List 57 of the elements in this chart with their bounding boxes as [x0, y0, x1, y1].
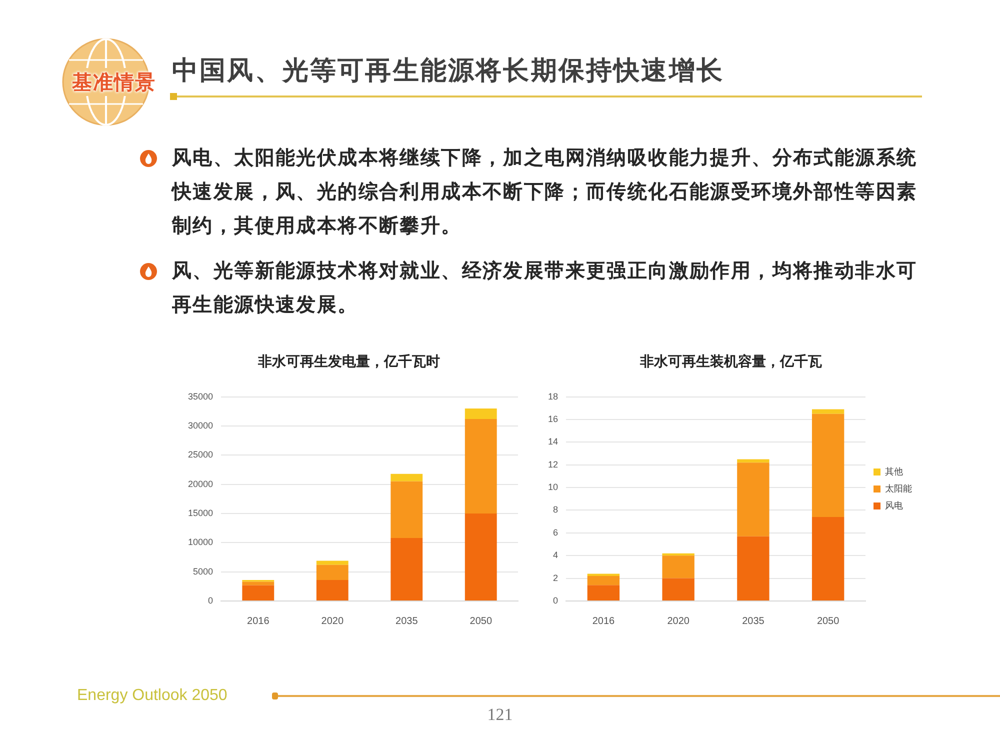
x-tick-label: 2050 [816, 616, 840, 627]
y-tick-label: 10000 [188, 537, 214, 548]
text: Energy Outlook 2050 [77, 686, 228, 706]
text: 121 [486, 704, 514, 726]
x-tick-label: 2035 [396, 616, 418, 627]
y-tick-label: 0 [208, 595, 214, 606]
text: 风电、太阳能光伏成本将继续下降，加之电网消纳吸收能力提升、分布式能源系统快速发展，风、光的综合利用成本不断下降；而传统化石能源受环境外部性等因素制约，其使用成本将不断攀升。 [172, 146, 918, 237]
bar [464, 418, 497, 514]
bar [812, 409, 844, 414]
text: 风、光等新能源技术将对就业、经济发展带来更强正向激励作用，均将推动非水可再生能源快速发展。 [172, 259, 918, 316]
y-tick-label: 10 [548, 482, 558, 492]
legend-label: 太阳能 [885, 483, 912, 494]
legend-label: 其他 [885, 466, 903, 478]
bar [390, 481, 423, 538]
bar [737, 459, 770, 463]
y-tick-label: 20000 [188, 478, 214, 489]
x-tick-label: 2050 [470, 616, 492, 627]
y-tick-label: 15000 [188, 508, 214, 518]
y-tick-label: 2 [552, 572, 558, 583]
bar [737, 536, 770, 600]
y-tick-label: 35000 [188, 391, 214, 402]
bar [812, 414, 844, 518]
bar [464, 513, 497, 600]
bar [242, 585, 274, 600]
y-tick-label: 25000 [188, 450, 214, 460]
y-tick-label: 6 [552, 527, 558, 538]
bar [587, 576, 620, 586]
x-tick-label: 2016 [592, 616, 616, 627]
bar [316, 580, 348, 600]
text: 中国风、光等可再生能源将长期保持快速增长 [172, 55, 724, 88]
x-tick-label: 2020 [321, 616, 344, 627]
bar [464, 408, 497, 419]
x-tick-label: 2016 [247, 616, 270, 627]
y-tick-label: 12 [548, 459, 558, 470]
bar [316, 564, 348, 580]
bar [242, 582, 274, 586]
x-tick-label: 2020 [667, 616, 690, 627]
y-tick-label: 16 [548, 414, 558, 424]
y-tick-label: 18 [548, 391, 558, 402]
x-tick-label: 2035 [742, 616, 765, 627]
y-tick-label: 14 [548, 436, 558, 447]
y-tick-label: 30000 [188, 420, 214, 430]
bar [812, 517, 844, 600]
bar [662, 556, 694, 578]
bar [390, 538, 423, 600]
bar [316, 560, 348, 565]
bar [737, 462, 770, 536]
chart-title: 非水可再生发电量，亿千瓦时 [257, 353, 440, 370]
y-tick-label: 8 [552, 504, 558, 515]
chart-title: 非水可再生装机容量，亿千瓦 [639, 353, 822, 370]
y-tick-label: 4 [552, 550, 558, 560]
y-tick-label: 5000 [192, 566, 214, 576]
y-tick-label: 0 [552, 595, 558, 606]
legend-label: 风电 [885, 500, 903, 512]
bar [662, 578, 694, 600]
bar [587, 585, 620, 600]
bar [390, 474, 423, 482]
